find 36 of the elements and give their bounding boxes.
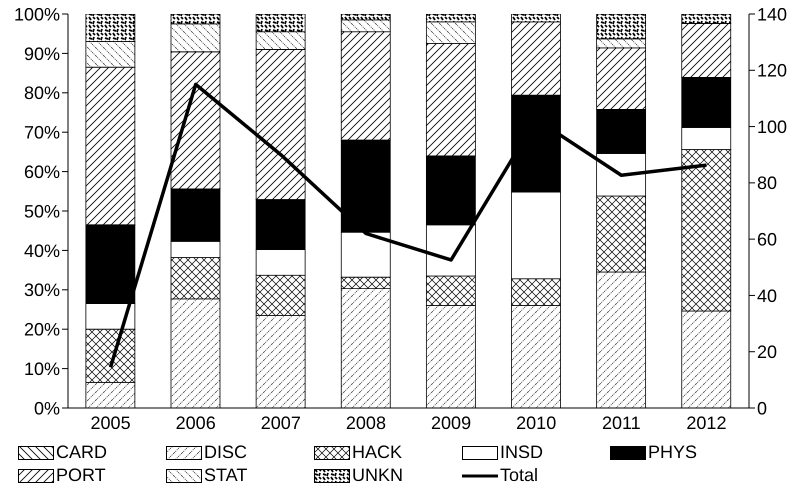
y-tick-label: 40%	[24, 240, 60, 261]
x-tick-label: 2008	[346, 412, 386, 433]
y-tick-label: 10%	[24, 358, 60, 379]
legend-label: INSD	[500, 442, 544, 463]
legend-label: DISC	[204, 442, 248, 463]
y2-tick-label: 100	[757, 116, 788, 137]
x-tick-label: 2006	[176, 412, 216, 433]
x-tick-label: 2009	[431, 412, 472, 433]
y-tick-label: 0%	[34, 398, 60, 418]
y2-tick-label: 140	[757, 4, 788, 24]
y-tick-label: 20%	[24, 320, 60, 340]
x-tick-label: 2007	[260, 412, 301, 433]
y-tick-label: 50%	[24, 201, 60, 222]
y2-tick-label: 20	[757, 342, 778, 362]
x-tick-label: 2012	[686, 412, 726, 433]
legend-label: PHYS	[648, 442, 698, 463]
x-tick-label: 2011	[602, 412, 641, 433]
y-tick-label: 100%	[14, 4, 60, 24]
y-tick-label: 70%	[24, 122, 60, 143]
legend-label: UNKN	[352, 465, 404, 486]
y2-tick-label: 60	[757, 230, 778, 250]
y-tick-label: 90%	[24, 44, 60, 64]
legend-label: STAT	[204, 465, 248, 486]
y-tick-label: 80%	[24, 83, 60, 104]
y-tick-label: 60%	[24, 162, 60, 182]
legend-label: PORT	[56, 465, 106, 486]
legend-label: Total	[500, 465, 538, 486]
x-tick-label: 2005	[90, 412, 131, 433]
legend-label: CARD	[56, 442, 108, 463]
x-tick-label: 2010	[516, 412, 556, 433]
y2-tick-label: 0	[757, 398, 768, 418]
legend-label: HACK	[352, 442, 402, 463]
y-tick-label: 30%	[24, 280, 60, 300]
y2-tick-label: 40	[757, 286, 778, 306]
y2-tick-label: 80	[757, 173, 778, 194]
y2-tick-label: 120	[757, 60, 788, 81]
